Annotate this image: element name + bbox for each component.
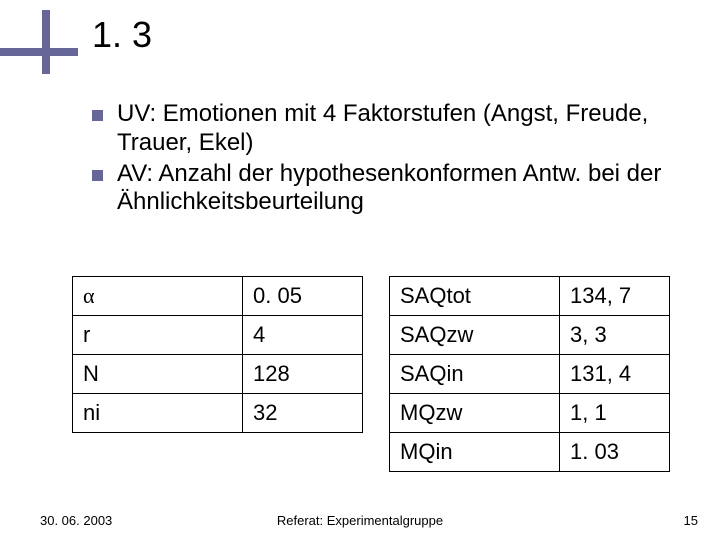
cell-value: 0. 05 bbox=[243, 277, 363, 316]
title-decor-horizontal bbox=[0, 48, 78, 56]
slide-title: 1. 3 bbox=[92, 14, 152, 56]
table-row: MQzw 1, 1 bbox=[390, 394, 670, 433]
bullet-item: UV: Emotionen mit 4 Faktorstufen (Angst,… bbox=[92, 100, 692, 158]
cell-label: N bbox=[73, 355, 243, 394]
tables-row: α 0. 05 r 4 N 128 ni 32 SAQtot 134, 7 SA… bbox=[72, 276, 670, 472]
table-row: r 4 bbox=[73, 316, 363, 355]
cell-label: r bbox=[73, 316, 243, 355]
cell-value: 4 bbox=[243, 316, 363, 355]
bullet-text: AV: Anzahl der hypothesenkonformen Antw.… bbox=[117, 160, 692, 218]
bullet-item: AV: Anzahl der hypothesenkonformen Antw.… bbox=[92, 160, 692, 218]
table-row: MQin 1. 03 bbox=[390, 433, 670, 472]
cell-label: MQzw bbox=[390, 394, 560, 433]
cell-value: 128 bbox=[243, 355, 363, 394]
cell-label: SAQtot bbox=[390, 277, 560, 316]
slide-title-block: 1. 3 bbox=[0, 10, 720, 70]
footer-title: Referat: Experimentalgruppe bbox=[0, 513, 720, 528]
cell-label: SAQzw bbox=[390, 316, 560, 355]
cell-value: 32 bbox=[243, 394, 363, 433]
cell-label: SAQin bbox=[390, 355, 560, 394]
title-decor-vertical bbox=[42, 10, 50, 74]
cell-label: ni bbox=[73, 394, 243, 433]
footer-page-number: 15 bbox=[684, 513, 698, 528]
bullet-list: UV: Emotionen mit 4 Faktorstufen (Angst,… bbox=[92, 100, 692, 219]
table-row: SAQin 131, 4 bbox=[390, 355, 670, 394]
parameters-table: α 0. 05 r 4 N 128 ni 32 bbox=[72, 276, 363, 433]
cell-value: 134, 7 bbox=[560, 277, 670, 316]
table-row: N 128 bbox=[73, 355, 363, 394]
results-table: SAQtot 134, 7 SAQzw 3, 3 SAQin 131, 4 MQ… bbox=[389, 276, 670, 472]
table-row: α 0. 05 bbox=[73, 277, 363, 316]
table-row: SAQzw 3, 3 bbox=[390, 316, 670, 355]
cell-value: 3, 3 bbox=[560, 316, 670, 355]
square-bullet-icon bbox=[92, 170, 103, 181]
cell-label: α bbox=[73, 277, 243, 316]
cell-label: MQin bbox=[390, 433, 560, 472]
cell-value: 1. 03 bbox=[560, 433, 670, 472]
table-row: SAQtot 134, 7 bbox=[390, 277, 670, 316]
cell-value: 131, 4 bbox=[560, 355, 670, 394]
bullet-text: UV: Emotionen mit 4 Faktorstufen (Angst,… bbox=[117, 100, 692, 158]
cell-value: 1, 1 bbox=[560, 394, 670, 433]
square-bullet-icon bbox=[92, 110, 103, 121]
table-row: ni 32 bbox=[73, 394, 363, 433]
